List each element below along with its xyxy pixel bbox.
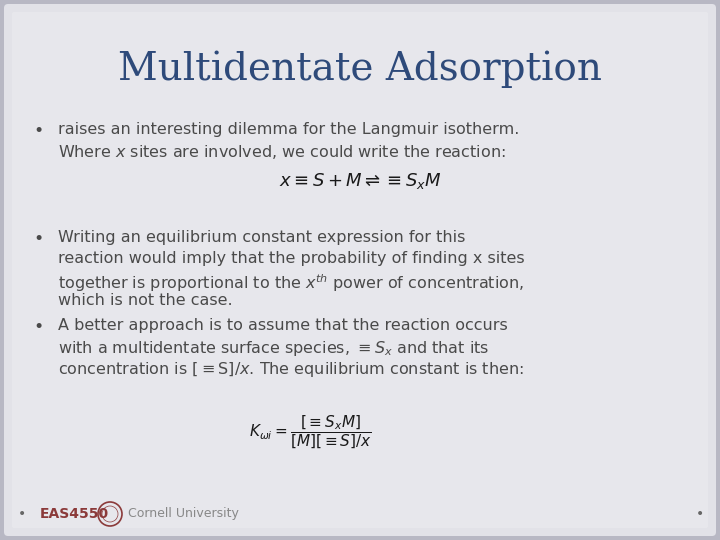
Text: raises an interesting dilemma for the Langmuir isotherm.: raises an interesting dilemma for the La…	[58, 122, 519, 137]
Text: which is not the case.: which is not the case.	[58, 293, 233, 308]
Text: •: •	[33, 230, 43, 248]
Text: together is proportional to the $x^{th}$ power of concentration,: together is proportional to the $x^{th}$…	[58, 272, 524, 294]
Text: A better approach is to assume that the reaction occurs: A better approach is to assume that the …	[58, 318, 508, 333]
Text: concentration is [$\equiv$S]/$\mathit{x}$. The equilibrium constant is then:: concentration is [$\equiv$S]/$\mathit{x}…	[58, 360, 523, 379]
Text: EAS4550: EAS4550	[40, 507, 109, 521]
Text: with a multidentate surface species, $\equiv S_x$ and that its: with a multidentate surface species, $\e…	[58, 339, 490, 358]
FancyBboxPatch shape	[4, 4, 716, 536]
Text: Cornell University: Cornell University	[128, 508, 239, 521]
Text: reaction would imply that the probability of finding x sites: reaction would imply that the probabilit…	[58, 251, 525, 266]
Text: Where $\mathit{x}$ sites are involved, we could write the reaction:: Where $\mathit{x}$ sites are involved, w…	[58, 143, 505, 161]
Text: Writing an equilibrium constant expression for this: Writing an equilibrium constant expressi…	[58, 230, 465, 245]
Text: $K_{\omega i} = \dfrac{[{\equiv}S_xM]}{[M][{\equiv}S]/x}$: $K_{\omega i} = \dfrac{[{\equiv}S_xM]}{[…	[248, 414, 372, 450]
Text: •: •	[696, 507, 704, 521]
Text: •: •	[18, 507, 26, 521]
FancyBboxPatch shape	[12, 12, 708, 528]
Text: •: •	[33, 318, 43, 336]
Text: Multidentate Adsorption: Multidentate Adsorption	[118, 50, 602, 87]
Text: •: •	[33, 122, 43, 140]
Text: $x{\equiv}S + M \rightleftharpoons {\equiv}S_xM$: $x{\equiv}S + M \rightleftharpoons {\equ…	[279, 171, 441, 191]
